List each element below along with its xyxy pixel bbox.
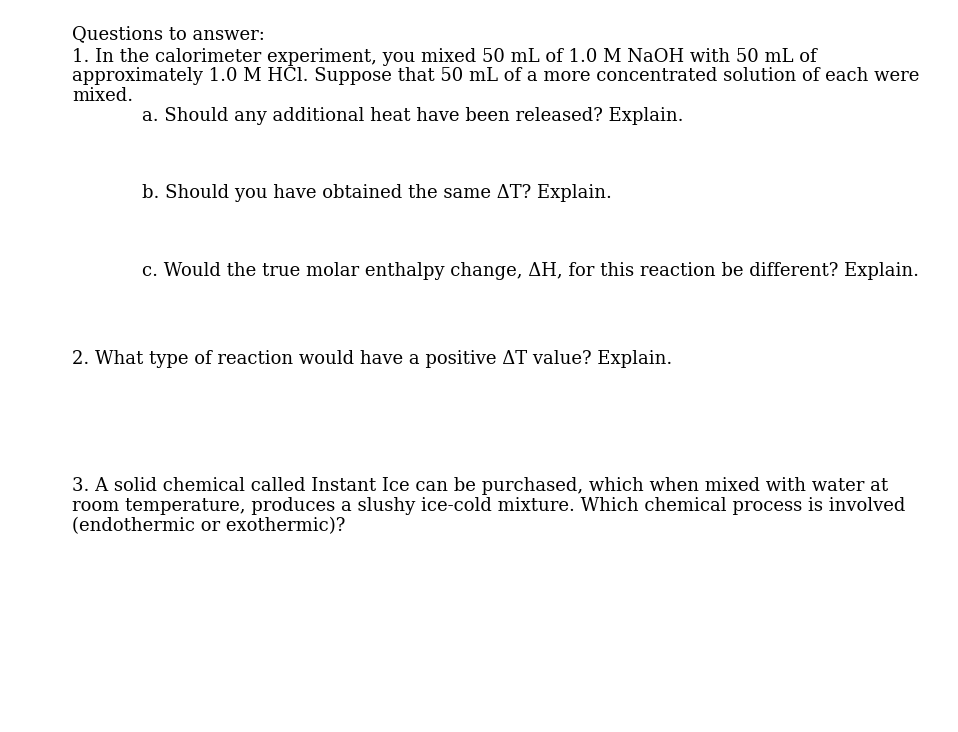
Text: 3. A solid chemical called Instant Ice can be purchased, which when mixed with w: 3. A solid chemical called Instant Ice c… (72, 477, 888, 496)
Text: b. Should you have obtained the same ΔT? Explain.: b. Should you have obtained the same ΔT?… (142, 184, 611, 203)
Text: room temperature, produces a slushy ice-cold mixture. Which chemical process is : room temperature, produces a slushy ice-… (72, 497, 905, 515)
Text: (endothermic or exothermic)?: (endothermic or exothermic)? (72, 517, 345, 535)
Text: approximately 1.0 M HCl. Suppose that 50 mL of a more concentrated solution of e: approximately 1.0 M HCl. Suppose that 50… (72, 67, 920, 86)
Text: mixed.: mixed. (72, 87, 133, 105)
Text: Questions to answer:: Questions to answer: (72, 26, 264, 44)
Text: c. Would the true molar enthalpy change, ΔH, for this reaction be different? Exp: c. Would the true molar enthalpy change,… (142, 262, 919, 280)
Text: a. Should any additional heat have been released? Explain.: a. Should any additional heat have been … (142, 107, 683, 125)
Text: 2. What type of reaction would have a positive ΔT value? Explain.: 2. What type of reaction would have a po… (72, 350, 673, 368)
Text: 1. In the calorimeter experiment, you mixed 50 mL of 1.0 M NaOH with 50 mL of: 1. In the calorimeter experiment, you mi… (72, 48, 816, 66)
